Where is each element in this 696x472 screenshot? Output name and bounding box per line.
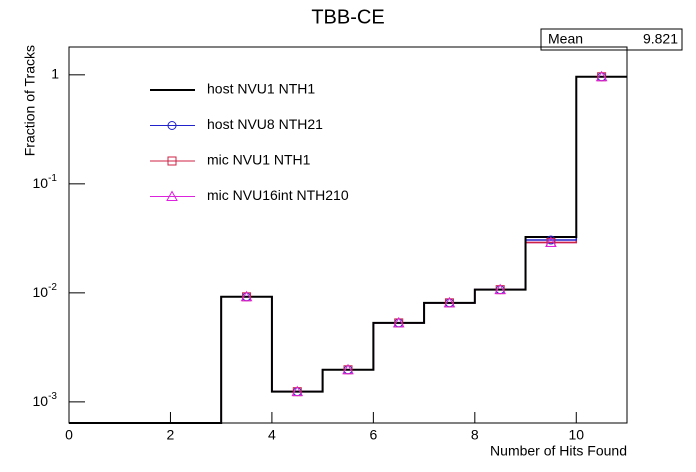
marker-circle bbox=[167, 121, 177, 130]
y-tick-label: 1 bbox=[51, 66, 59, 82]
marker-triangle bbox=[545, 236, 557, 247]
marker-triangle bbox=[443, 296, 456, 308]
marker-triangle bbox=[291, 385, 304, 397]
x-tick-label: 0 bbox=[65, 427, 73, 443]
y-tick-exponent: -1 bbox=[48, 172, 57, 183]
plot-frame bbox=[68, 46, 628, 424]
legend-label: mic NVU1 NTH1 bbox=[207, 152, 311, 168]
y-tick-label: 10-3 bbox=[33, 391, 58, 409]
y-tick-exponent: -3 bbox=[48, 391, 57, 402]
y-tick-label: 10-1 bbox=[33, 172, 58, 190]
y-tick-base: 10 bbox=[33, 175, 49, 191]
marker-triangle bbox=[166, 190, 178, 201]
legend-label: host NVU1 NTH1 bbox=[207, 81, 315, 97]
x-tick-label: 10 bbox=[568, 427, 584, 443]
marker-triangle bbox=[595, 70, 608, 82]
y-tick-base: 10 bbox=[33, 393, 49, 409]
y-tick-label: 10-2 bbox=[33, 281, 58, 299]
y-tick-base: 10 bbox=[33, 284, 49, 300]
legend-label: host NVU8 NTH21 bbox=[207, 116, 323, 132]
stats-box bbox=[540, 28, 683, 51]
x-tick-label: 8 bbox=[471, 427, 479, 443]
y-tick-exponent: -2 bbox=[48, 281, 57, 292]
x-tick-label: 6 bbox=[369, 427, 377, 443]
stats-label: Mean bbox=[548, 31, 583, 47]
histogram-step bbox=[69, 76, 627, 424]
marker-triangle bbox=[392, 316, 405, 328]
x-axis-label: Number of Hits Found bbox=[490, 443, 627, 459]
marker-triangle bbox=[342, 363, 354, 375]
stats-value: 9.821 bbox=[643, 31, 678, 47]
chart-title: TBB-CE bbox=[311, 6, 384, 28]
marker-square bbox=[167, 156, 177, 166]
histogram-step bbox=[69, 76, 627, 424]
marker-triangle bbox=[240, 290, 253, 302]
histogram-step bbox=[69, 76, 627, 424]
legend-label: mic NVU16int NTH210 bbox=[207, 187, 349, 203]
x-tick-label: 4 bbox=[268, 427, 276, 443]
marker-triangle bbox=[494, 283, 507, 295]
y-axis-label: Fraction of Tracks bbox=[22, 45, 38, 156]
histogram-step bbox=[69, 75, 627, 424]
x-tick-label: 2 bbox=[167, 427, 175, 443]
